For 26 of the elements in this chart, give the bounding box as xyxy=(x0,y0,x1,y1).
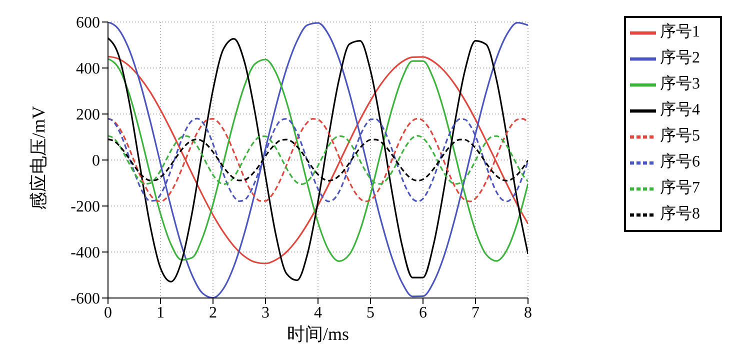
y-axis-title: 感应电压/mV xyxy=(28,106,48,210)
legend-label: 序号2 xyxy=(660,50,700,67)
legend-label: 序号6 xyxy=(660,154,700,171)
y-tick-label: 400 xyxy=(76,60,100,78)
y-tick-label: -400 xyxy=(70,244,100,262)
x-tick-label: 2 xyxy=(209,304,217,322)
legend-label: 序号8 xyxy=(660,206,700,223)
x-tick-label: 6 xyxy=(419,304,427,322)
x-tick-label: 1 xyxy=(156,304,164,322)
y-tick-label: 200 xyxy=(76,106,100,124)
x-tick-label: 8 xyxy=(524,304,532,322)
y-tick-label: 0 xyxy=(92,152,100,170)
x-axis-title: 时间/ms xyxy=(286,324,350,344)
y-tick-label: -200 xyxy=(70,198,100,216)
y-tick-label: -600 xyxy=(70,290,100,308)
x-tick-label: 4 xyxy=(314,304,322,322)
y-tick-label: 600 xyxy=(76,14,100,32)
legend-label: 序号4 xyxy=(660,102,700,119)
legend-label: 序号5 xyxy=(660,128,700,145)
x-tick-label: 3 xyxy=(262,304,270,322)
legend-label: 序号1 xyxy=(660,24,700,41)
x-tick-label: 5 xyxy=(366,304,374,322)
legend-label: 序号7 xyxy=(660,180,700,197)
legend-label: 序号3 xyxy=(660,76,700,93)
x-tick-label: 0 xyxy=(104,304,112,322)
x-tick-label: 7 xyxy=(472,304,480,322)
